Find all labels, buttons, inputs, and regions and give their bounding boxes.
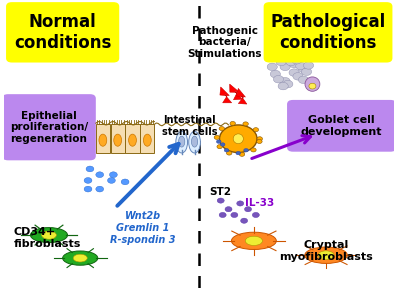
Circle shape [276,58,286,66]
Circle shape [298,76,308,84]
Circle shape [96,186,104,192]
Ellipse shape [305,247,348,264]
Circle shape [292,56,302,64]
Text: Goblet cell
development: Goblet cell development [301,115,382,137]
FancyBboxPatch shape [2,94,96,160]
Circle shape [220,143,225,146]
Ellipse shape [226,151,232,155]
Ellipse shape [189,131,200,153]
FancyBboxPatch shape [264,2,392,62]
Text: Normal
conditions: Normal conditions [14,13,111,52]
Circle shape [241,218,248,223]
Bar [96,124,110,153]
Text: Wnt2b
Gremlin 1
R-spondin 3: Wnt2b Gremlin 1 R-spondin 3 [110,211,176,244]
Circle shape [220,125,257,153]
Text: Intestinal
stem cells: Intestinal stem cells [162,115,217,137]
Circle shape [84,177,92,183]
Circle shape [298,65,308,73]
Ellipse shape [42,231,56,239]
Ellipse shape [114,134,122,146]
Ellipse shape [129,134,136,146]
Ellipse shape [243,122,248,126]
Ellipse shape [230,121,236,125]
Circle shape [304,62,314,69]
Ellipse shape [99,134,107,146]
Circle shape [237,201,244,206]
Circle shape [296,62,306,70]
Ellipse shape [309,83,316,89]
Ellipse shape [217,144,222,149]
Polygon shape [237,88,247,104]
Polygon shape [230,84,242,100]
Circle shape [283,80,293,88]
Text: Epithelial
proliferation/
regeneration: Epithelial proliferation/ regeneration [10,111,88,144]
Text: IL-33: IL-33 [245,199,274,208]
Circle shape [267,63,277,71]
Bar [126,124,140,153]
Circle shape [289,69,299,76]
Ellipse shape [239,152,245,156]
Ellipse shape [305,77,320,91]
Ellipse shape [178,136,185,147]
Circle shape [280,77,290,85]
Ellipse shape [318,251,334,260]
Ellipse shape [251,148,256,152]
Circle shape [286,58,296,66]
Ellipse shape [245,236,262,245]
Text: Cryptal
myofibroblasts: Cryptal myofibroblasts [279,240,373,262]
Circle shape [278,82,288,90]
Circle shape [86,166,94,172]
Text: CD34+
fibroblasts: CD34+ fibroblasts [14,227,81,249]
Ellipse shape [253,128,258,132]
Ellipse shape [176,131,188,153]
Circle shape [219,212,226,218]
FancyBboxPatch shape [6,2,119,62]
Ellipse shape [214,135,220,139]
Bar [140,124,154,153]
Circle shape [96,172,104,177]
Circle shape [110,172,117,177]
Text: ST2: ST2 [210,187,232,197]
Circle shape [121,179,129,185]
Ellipse shape [192,136,198,147]
Bar [111,124,125,153]
Text: Pathological
conditions: Pathological conditions [270,13,386,52]
Circle shape [252,212,259,218]
Circle shape [217,198,224,203]
Ellipse shape [73,254,87,262]
Circle shape [225,207,232,212]
Circle shape [289,60,299,68]
Ellipse shape [144,134,151,146]
Ellipse shape [30,227,68,242]
FancyBboxPatch shape [287,100,396,152]
Ellipse shape [257,140,262,144]
Text: Pathogenic
bacteria/
Stimulations: Pathogenic bacteria/ Stimulations [187,26,262,59]
Circle shape [84,186,92,192]
Circle shape [224,149,229,152]
Circle shape [302,68,312,75]
Ellipse shape [232,232,276,249]
Ellipse shape [63,251,98,265]
Polygon shape [220,87,232,103]
Circle shape [280,63,290,71]
Circle shape [293,73,303,80]
Circle shape [270,70,280,78]
Circle shape [244,149,248,152]
Circle shape [273,75,284,83]
Ellipse shape [257,137,262,141]
Ellipse shape [233,134,243,144]
Circle shape [216,140,221,143]
Circle shape [244,207,252,212]
Circle shape [231,212,238,218]
Circle shape [236,151,241,155]
Ellipse shape [219,127,224,131]
Circle shape [108,177,115,183]
